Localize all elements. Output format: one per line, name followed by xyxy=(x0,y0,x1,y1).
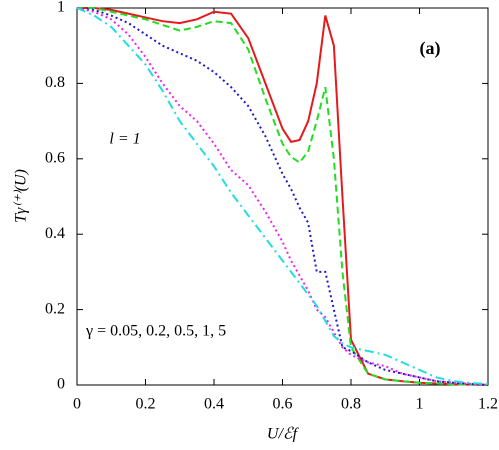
x-tick-label: 1.2 xyxy=(478,396,498,413)
series-line xyxy=(76,7,489,386)
y-tick-label: 1 xyxy=(57,0,65,16)
x-tick-label: 0.8 xyxy=(341,396,361,413)
y-tick-label: 0.2 xyxy=(45,300,65,317)
y-axis-label: Tγ⁽⁺⁾(U) xyxy=(13,169,30,223)
series-line xyxy=(77,7,489,386)
x-tick-label: 0.6 xyxy=(273,396,293,413)
y-tick-label: 0 xyxy=(57,376,65,393)
annotation: γ = 0.05, 0.2, 0.5, 1, 5 xyxy=(85,323,226,340)
y-tick-label: 0.8 xyxy=(45,74,65,91)
x-tick-label: 0 xyxy=(73,396,81,413)
x-tick-label: 0.2 xyxy=(136,396,156,413)
y-tick-label: 0.6 xyxy=(45,149,65,166)
x-tick-label: 1 xyxy=(416,396,424,413)
series-line xyxy=(76,7,489,385)
annotation: l = 1 xyxy=(109,131,140,148)
y-tick-label: 0.4 xyxy=(45,225,65,242)
x-axis-label: U/ℰf xyxy=(267,426,300,443)
panel-label: (a) xyxy=(420,38,441,59)
x-tick-label: 0.4 xyxy=(204,396,224,413)
series-line xyxy=(76,7,489,386)
